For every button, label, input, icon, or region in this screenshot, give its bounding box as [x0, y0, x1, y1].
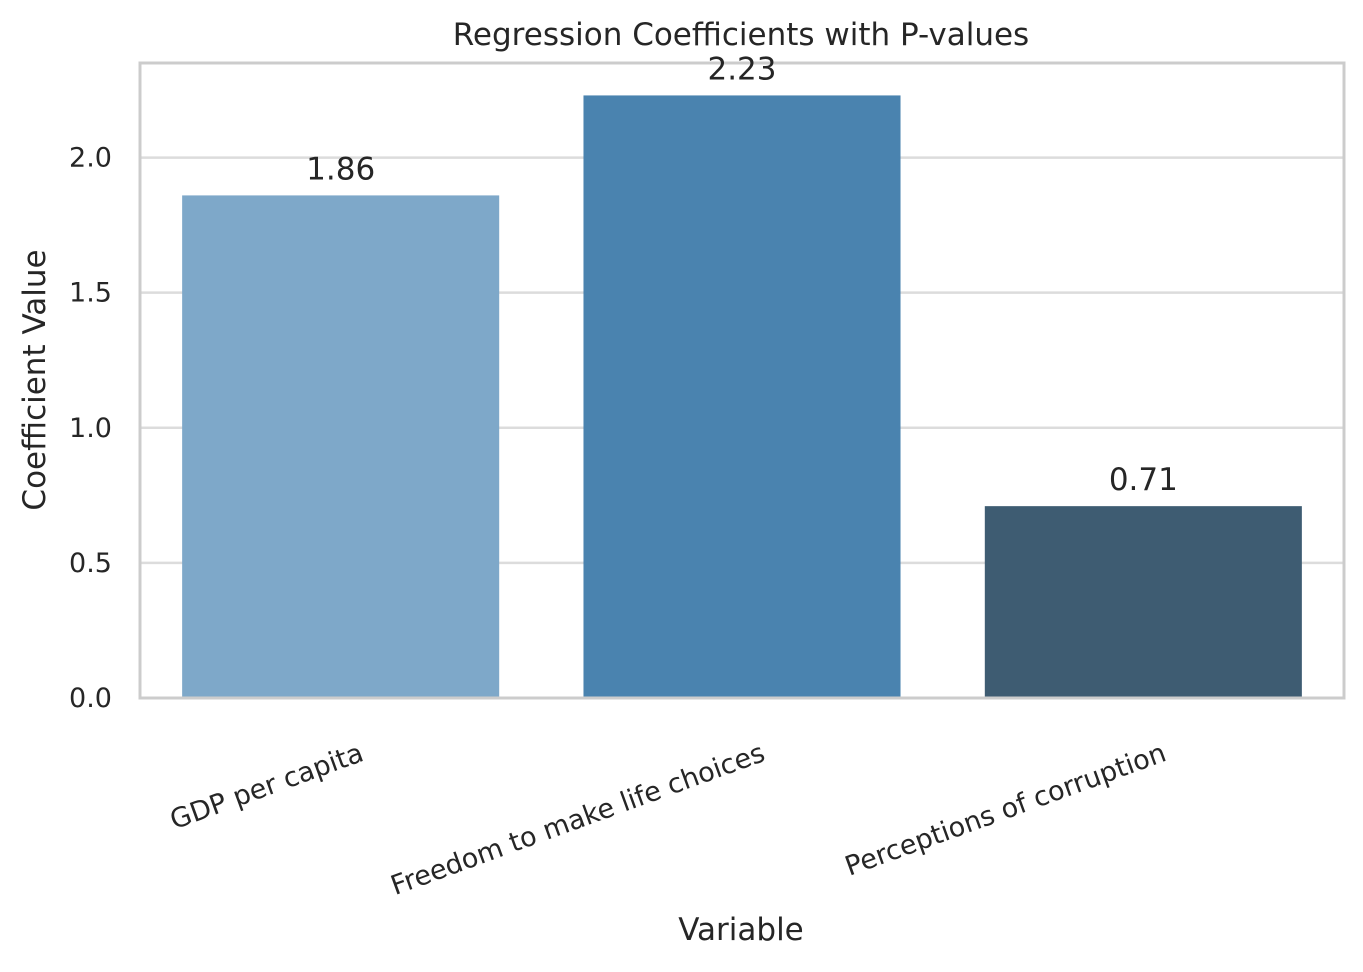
y-tick-label: 0.0 [69, 683, 112, 714]
chart-title: Regression Coefficients with P-values [453, 17, 1029, 53]
bar-value-label: 0.71 [1109, 462, 1178, 498]
bars [182, 95, 1302, 699]
x-tick-label: Freedom to make life choices [387, 737, 769, 901]
bar [583, 95, 901, 698]
bar [182, 195, 500, 699]
x-tick-label: Perceptions of corruption [841, 737, 1170, 882]
y-tick-label: 1.5 [69, 278, 112, 309]
plot-frame [138, 61, 1346, 700]
y-tick-label: 0.5 [69, 548, 112, 579]
y-tick-label: 1.0 [69, 413, 112, 444]
y-axis-ticks: 0.0 0.5 1.0 1.5 2.0 [69, 143, 112, 714]
bar-value-label: 2.23 [707, 51, 776, 87]
bar-value-label: 1.86 [306, 151, 375, 187]
y-tick-label: 2.0 [69, 143, 112, 174]
x-axis-ticks: GDP per capita Freedom to make life choic… [166, 737, 1170, 901]
axes-frame [138, 61, 1346, 700]
bar [984, 506, 1302, 698]
x-axis-label: Variable [678, 912, 804, 948]
x-tick-label: GDP per capita [166, 737, 368, 836]
data-labels: 1.86 2.23 0.71 [306, 51, 1178, 498]
y-axis-label: Coefficient Value [17, 249, 53, 510]
